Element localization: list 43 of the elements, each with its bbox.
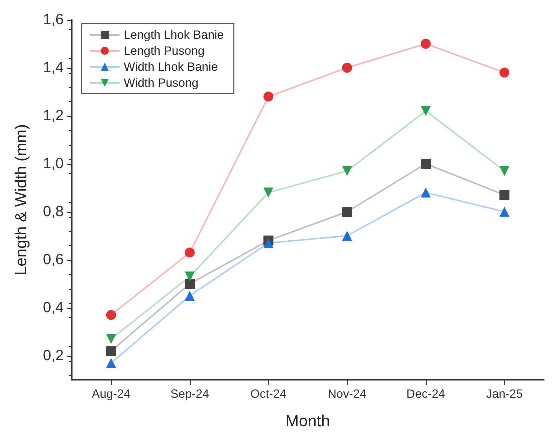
point <box>264 238 274 248</box>
y-tick-label: 1,0 <box>43 156 64 172</box>
legend-label: Length Lhok Banie <box>124 28 224 42</box>
point <box>500 166 510 176</box>
point <box>106 310 116 320</box>
y-tick-label: 0,6 <box>43 252 64 268</box>
legend-label: Length Pusong <box>124 44 205 58</box>
point <box>185 248 195 258</box>
point <box>342 231 352 241</box>
x-tick-label: Aug-24 <box>92 387 132 401</box>
y-axis-title: Length & Width (mm) <box>14 124 30 276</box>
y-tick-label: 0,2 <box>43 348 64 364</box>
x-tick-label: Dec-24 <box>406 387 446 401</box>
point <box>264 188 274 198</box>
point <box>421 106 431 116</box>
x-tick-label: Nov-24 <box>328 387 367 401</box>
point <box>185 272 195 282</box>
legend-label: Width Lhok Banie <box>124 60 218 74</box>
x-tick-label: Oct-24 <box>250 387 287 401</box>
y-tick-label: 1,4 <box>43 60 64 76</box>
point <box>421 159 431 169</box>
point <box>342 207 352 217</box>
point <box>264 92 274 102</box>
point <box>421 188 431 198</box>
point <box>500 207 510 217</box>
point <box>500 68 510 78</box>
x-axis-title: Month <box>286 414 330 430</box>
point <box>500 190 510 200</box>
point <box>106 346 116 356</box>
point <box>342 166 352 176</box>
point <box>106 358 116 368</box>
point <box>342 63 352 73</box>
y-tick-label: 0,4 <box>43 300 64 316</box>
point <box>185 279 195 289</box>
legend-label: Width Pusong <box>124 76 199 90</box>
y-tick-label: 0,8 <box>43 204 64 220</box>
point <box>421 39 431 49</box>
x-tick-label: Jan-25 <box>486 387 524 401</box>
y-tick-label: 1,6 <box>43 12 64 28</box>
point <box>106 334 116 344</box>
point <box>185 291 195 301</box>
y-tick-label: 1,2 <box>43 108 64 124</box>
x-tick-label: Sep-24 <box>170 387 210 401</box>
